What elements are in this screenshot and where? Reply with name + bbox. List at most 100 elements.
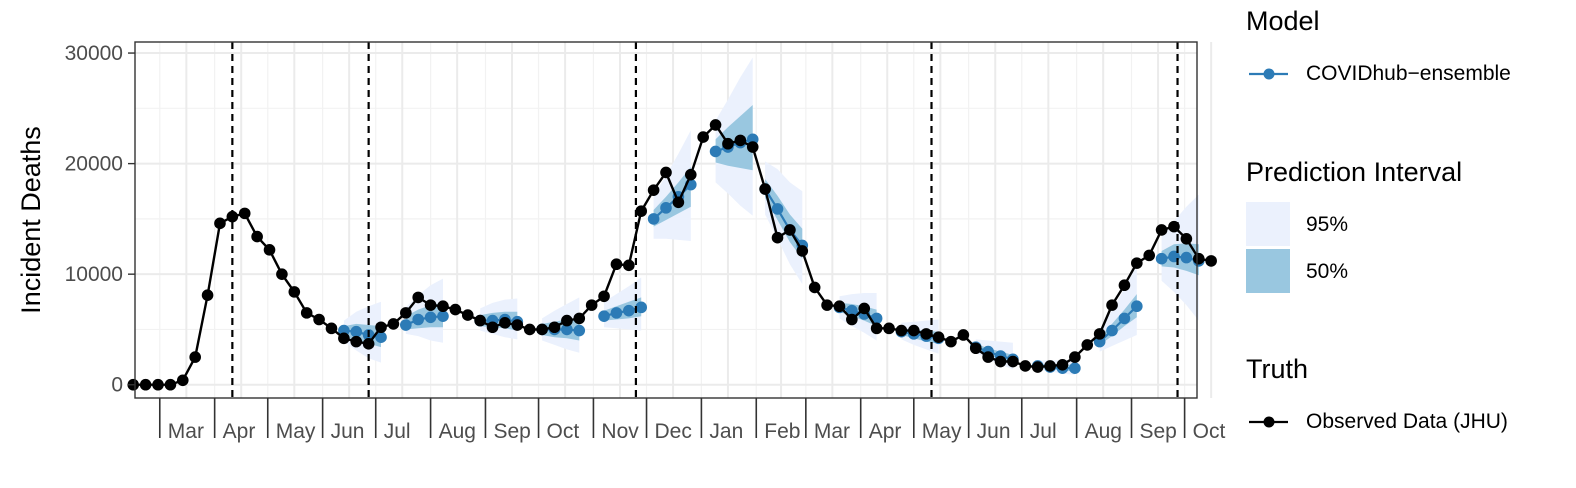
observed-point bbox=[238, 207, 251, 220]
observed-point bbox=[1044, 360, 1056, 372]
observed-point bbox=[1192, 252, 1205, 265]
observed-point bbox=[350, 335, 363, 348]
x-tick-label: Oct bbox=[547, 420, 580, 443]
observed-point bbox=[647, 184, 660, 196]
observed-point bbox=[387, 318, 400, 330]
observed-point bbox=[523, 323, 536, 336]
observed-point bbox=[1205, 255, 1217, 267]
observed-point bbox=[945, 335, 957, 348]
observed-point bbox=[598, 290, 610, 303]
observed-point bbox=[263, 244, 276, 256]
observed-point bbox=[449, 303, 462, 316]
forecast-point bbox=[709, 145, 722, 158]
x-tick-label: Nov bbox=[601, 420, 639, 443]
observed-point bbox=[623, 259, 635, 272]
observed-point bbox=[313, 313, 325, 326]
forecast-point bbox=[1106, 324, 1118, 337]
observed-point bbox=[288, 286, 301, 298]
forecast-line bbox=[764, 188, 804, 247]
observed-point bbox=[276, 268, 288, 280]
x-tick-label: Apr bbox=[223, 420, 256, 443]
x-tick-label: Jun bbox=[331, 420, 365, 443]
observed-point bbox=[201, 289, 214, 301]
plot-area: 0 10000 20000 30000 Mar Apr May Jun Jul Aug Sep Oct… bbox=[65, 41, 1226, 443]
observed-point bbox=[325, 322, 338, 335]
observed-point bbox=[808, 281, 821, 294]
observed-point bbox=[499, 317, 511, 329]
legend-truth-label: Observed Data (JHU) bbox=[1306, 410, 1508, 433]
y-tick-label: 0 bbox=[111, 374, 123, 397]
observed-point bbox=[1031, 361, 1044, 373]
forecast-point bbox=[424, 311, 437, 324]
forecast-point bbox=[1131, 300, 1143, 313]
observed-point bbox=[1093, 328, 1106, 340]
x-tick-label: May bbox=[276, 420, 316, 443]
forecast-point bbox=[635, 301, 648, 314]
forecast-point bbox=[350, 325, 363, 338]
x-tick-label: Apr bbox=[869, 420, 902, 443]
x-tick-label: Jul bbox=[384, 420, 411, 443]
observed-point bbox=[1069, 351, 1081, 363]
observed-point bbox=[908, 324, 920, 337]
legend-interval-title: Prediction Interval bbox=[1246, 157, 1463, 187]
observed-point bbox=[635, 205, 648, 217]
x-tick-label: Jan bbox=[709, 420, 743, 443]
plot-border bbox=[134, 41, 1198, 399]
observed-point bbox=[672, 196, 685, 209]
observed-point bbox=[424, 299, 437, 311]
observed-point bbox=[511, 319, 524, 331]
y-tick-label: 10000 bbox=[65, 263, 123, 286]
observed-point bbox=[251, 230, 263, 243]
observed-point bbox=[548, 321, 561, 334]
observed-point bbox=[833, 300, 846, 313]
forecast-point bbox=[400, 319, 412, 331]
observed-point bbox=[1056, 359, 1069, 371]
x-tick-label: Oct bbox=[1193, 420, 1226, 443]
forecast-point bbox=[561, 323, 573, 336]
x-tick-label: Mar bbox=[814, 420, 850, 443]
observed-point bbox=[152, 378, 164, 391]
legend-truth-title: Truth bbox=[1246, 354, 1309, 384]
observed-point bbox=[375, 321, 387, 334]
observed-point bbox=[870, 322, 883, 335]
observed-point bbox=[1106, 299, 1118, 311]
observed-point bbox=[858, 302, 871, 315]
observed-point bbox=[1007, 355, 1019, 368]
x-tick-label: Aug bbox=[1085, 420, 1122, 443]
forecast-point bbox=[771, 203, 784, 215]
legend-95-label: 95% bbox=[1306, 213, 1349, 236]
forecast-line bbox=[975, 346, 1014, 361]
forecast-line bbox=[901, 330, 939, 340]
observed-point bbox=[536, 323, 548, 336]
x-tick-label: Jun bbox=[977, 420, 1011, 443]
legend-50-swatch bbox=[1246, 249, 1290, 293]
observed-point bbox=[176, 374, 189, 387]
observed-point bbox=[300, 307, 313, 319]
x-tick-label: Mar bbox=[168, 420, 204, 443]
observed-point bbox=[1155, 224, 1168, 236]
observed-point bbox=[1081, 339, 1094, 351]
observed-point bbox=[561, 314, 573, 327]
forecast-point bbox=[375, 331, 387, 343]
forecast-point bbox=[598, 310, 610, 322]
observed-point bbox=[1131, 257, 1143, 269]
observed-point bbox=[164, 378, 177, 391]
forecast-line bbox=[480, 318, 518, 323]
x-tick-label: Sep bbox=[1140, 420, 1177, 443]
x-tick-label: Feb bbox=[764, 420, 800, 443]
observed-point bbox=[722, 137, 734, 150]
observed-point bbox=[474, 314, 486, 327]
observed-point bbox=[771, 231, 784, 244]
forecast-point bbox=[647, 213, 660, 225]
legend: Model COVIDhub−ensemble Prediction Inter… bbox=[1246, 0, 1566, 488]
observed-point bbox=[1019, 360, 1032, 372]
forecast-point bbox=[1069, 362, 1081, 374]
forecast-line bbox=[1161, 255, 1200, 262]
forecast-point bbox=[1118, 312, 1131, 325]
legend-50-label: 50% bbox=[1306, 260, 1349, 283]
observed-point bbox=[796, 245, 809, 257]
forecast-point bbox=[660, 202, 672, 214]
observed-point bbox=[883, 322, 895, 335]
observed-point bbox=[697, 131, 709, 143]
